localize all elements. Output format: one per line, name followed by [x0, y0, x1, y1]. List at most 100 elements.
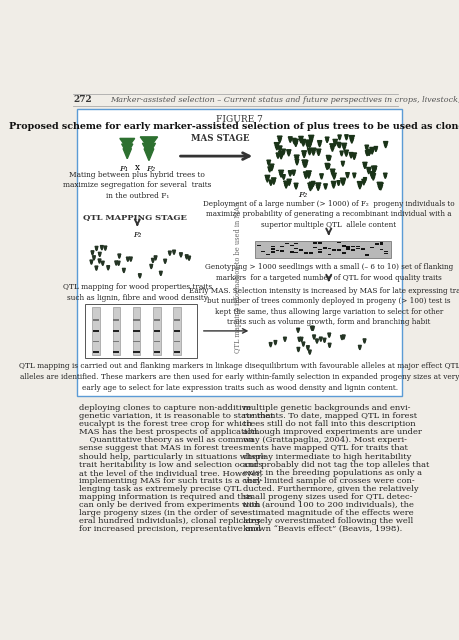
Polygon shape — [123, 148, 131, 159]
Bar — [327, 248, 331, 249]
Polygon shape — [366, 168, 370, 171]
Bar — [93, 319, 99, 321]
Polygon shape — [264, 175, 269, 179]
Polygon shape — [312, 184, 313, 187]
Bar — [107, 266, 108, 267]
Bar — [383, 253, 387, 255]
Polygon shape — [340, 335, 343, 338]
Bar — [343, 143, 344, 145]
Polygon shape — [352, 173, 355, 175]
Bar — [296, 155, 297, 157]
Polygon shape — [144, 148, 153, 161]
Bar — [294, 243, 298, 244]
Polygon shape — [303, 173, 307, 177]
Text: Quantitative theory as well as common: Quantitative theory as well as common — [79, 436, 253, 444]
Polygon shape — [325, 166, 328, 170]
Polygon shape — [311, 326, 314, 328]
Polygon shape — [371, 177, 374, 180]
Polygon shape — [188, 259, 190, 260]
Polygon shape — [325, 165, 328, 168]
Polygon shape — [288, 138, 291, 141]
Polygon shape — [287, 182, 290, 186]
Polygon shape — [327, 334, 330, 337]
Text: known “Beavis effect” (Beavis, 1998).: known “Beavis effect” (Beavis, 1998). — [243, 525, 402, 533]
Polygon shape — [363, 164, 366, 167]
Polygon shape — [331, 183, 335, 187]
Polygon shape — [150, 267, 152, 269]
Polygon shape — [307, 183, 313, 187]
Polygon shape — [345, 138, 347, 140]
Polygon shape — [340, 178, 345, 182]
Bar — [269, 167, 270, 168]
Polygon shape — [297, 349, 299, 351]
Polygon shape — [325, 139, 328, 141]
Bar — [379, 244, 383, 245]
Bar — [345, 135, 346, 136]
Polygon shape — [299, 337, 302, 340]
Polygon shape — [369, 149, 373, 153]
Polygon shape — [303, 172, 308, 175]
Bar — [379, 183, 381, 185]
Polygon shape — [98, 259, 101, 261]
Polygon shape — [325, 140, 328, 143]
Polygon shape — [296, 348, 299, 349]
Bar — [275, 250, 279, 251]
Polygon shape — [118, 254, 121, 256]
Bar — [266, 253, 269, 255]
Polygon shape — [377, 183, 382, 186]
Polygon shape — [344, 152, 347, 155]
Polygon shape — [332, 176, 335, 179]
Polygon shape — [274, 342, 276, 344]
Polygon shape — [173, 252, 175, 253]
Polygon shape — [317, 142, 321, 145]
Polygon shape — [351, 153, 356, 156]
Text: x: x — [134, 163, 140, 172]
Polygon shape — [330, 173, 333, 176]
Polygon shape — [329, 144, 335, 148]
Bar — [328, 333, 329, 335]
Polygon shape — [369, 147, 374, 151]
Polygon shape — [274, 343, 276, 345]
Polygon shape — [361, 179, 365, 182]
Text: Genotyping > 1000 seedlings with a small (– 6 to 10) set of flanking
markers  fo: Genotyping > 1000 seedlings with a small… — [204, 263, 452, 282]
Bar — [324, 184, 325, 186]
Text: F₁: F₁ — [119, 165, 129, 173]
Bar — [112, 307, 120, 355]
Bar — [313, 247, 317, 248]
Bar — [280, 152, 281, 154]
Bar — [323, 339, 325, 340]
Polygon shape — [168, 251, 171, 253]
Text: although improved experiments are under: although improved experiments are under — [243, 428, 421, 436]
Bar — [362, 179, 364, 181]
Polygon shape — [268, 170, 270, 172]
Polygon shape — [279, 174, 282, 177]
Bar — [270, 248, 274, 250]
Bar — [303, 151, 304, 153]
Polygon shape — [308, 152, 310, 155]
Bar — [313, 243, 317, 244]
Bar — [297, 348, 298, 349]
Polygon shape — [367, 153, 369, 156]
Polygon shape — [303, 164, 306, 168]
Bar — [373, 166, 374, 168]
Polygon shape — [338, 138, 340, 140]
Polygon shape — [358, 348, 360, 350]
Polygon shape — [150, 266, 152, 268]
Polygon shape — [293, 183, 297, 186]
Polygon shape — [319, 339, 321, 340]
Polygon shape — [364, 147, 367, 149]
Polygon shape — [92, 256, 95, 258]
Text: MAS has the best prospects of application.: MAS has the best prospects of applicatio… — [79, 428, 260, 436]
Polygon shape — [117, 262, 120, 264]
Polygon shape — [340, 337, 342, 339]
Bar — [317, 183, 318, 186]
Polygon shape — [366, 169, 370, 172]
Polygon shape — [325, 156, 330, 158]
Polygon shape — [185, 256, 187, 258]
Text: multiple genetic backgrounds and envi-: multiple genetic backgrounds and envi- — [243, 404, 410, 412]
Text: largely overestimated following the well: largely overestimated following the well — [243, 517, 413, 525]
Polygon shape — [294, 157, 298, 161]
Bar — [384, 173, 385, 175]
Polygon shape — [272, 181, 274, 184]
Bar — [92, 307, 100, 355]
